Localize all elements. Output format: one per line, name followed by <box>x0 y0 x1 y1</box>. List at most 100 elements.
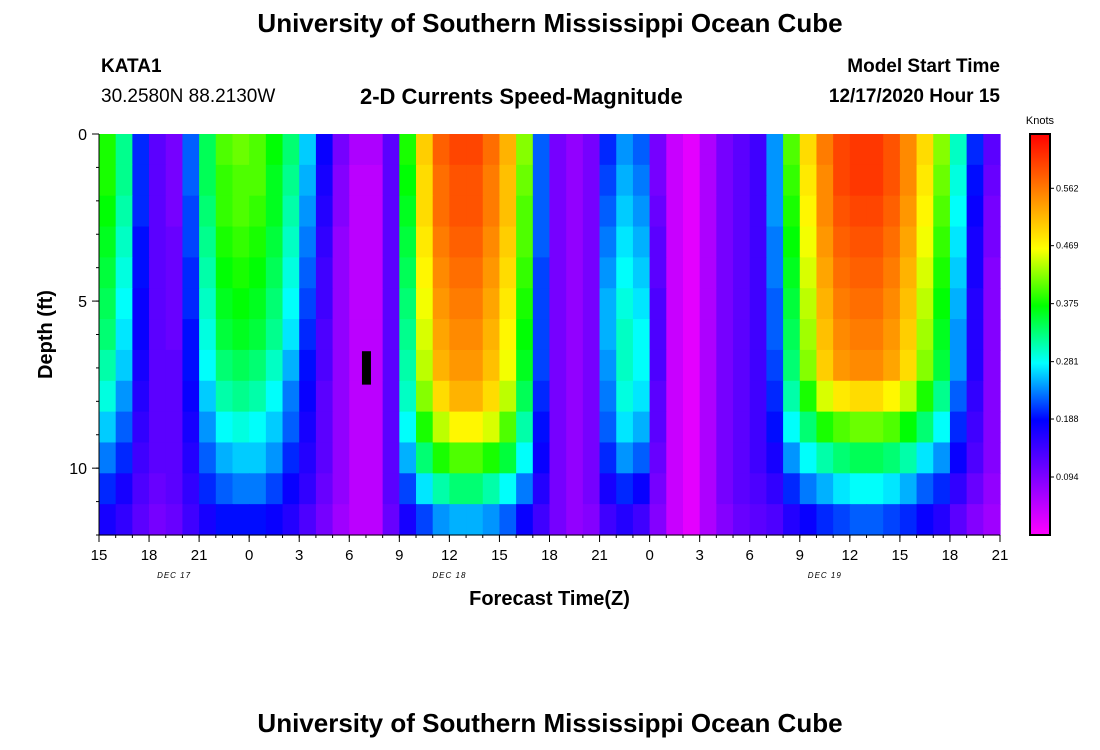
heatmap-cell <box>733 226 751 258</box>
heatmap-cell <box>265 134 284 166</box>
heatmap-cell <box>466 288 484 320</box>
heatmap-cell <box>949 442 968 474</box>
heatmap-cell <box>849 319 868 351</box>
heatmap-cell <box>299 442 317 474</box>
heatmap-cell <box>949 349 968 382</box>
heatmap-cell <box>399 349 417 382</box>
heatmap-cell <box>182 442 200 474</box>
heatmap-cell <box>332 319 350 351</box>
x-tick-label: 18 <box>942 547 959 564</box>
heatmap-cell <box>382 288 400 320</box>
heatmap-cell <box>149 226 167 258</box>
heatmap-cell <box>449 442 467 474</box>
heatmap-cell <box>766 134 784 166</box>
heatmap-cell <box>933 349 951 382</box>
heatmap-cell <box>983 288 1001 320</box>
heatmap-cell <box>416 288 434 320</box>
heatmap-cell <box>232 164 250 197</box>
heatmap-cell <box>466 319 484 351</box>
heatmap-cell <box>833 288 851 320</box>
heatmap-cell <box>616 288 634 320</box>
heatmap-cell <box>783 164 801 197</box>
heatmap-cell <box>866 288 884 320</box>
heatmap-cell <box>182 226 200 258</box>
heatmap-cell <box>616 504 634 536</box>
heatmap-cell <box>916 349 934 382</box>
heatmap-cell <box>766 319 784 351</box>
heatmap-cell <box>716 226 734 258</box>
heatmap-cell <box>265 411 284 444</box>
heatmap-cell <box>199 473 217 505</box>
heatmap-cell <box>699 226 717 258</box>
heatmap-cell <box>282 134 300 166</box>
heatmap-cell <box>516 504 534 536</box>
x-date-label: DEC 17 <box>157 571 191 580</box>
heatmap-cell <box>599 288 617 320</box>
heatmap-cell <box>149 380 167 413</box>
heatmap-cell <box>899 349 918 382</box>
heatmap-cell <box>282 319 300 351</box>
heatmap-cell <box>332 257 350 289</box>
heatmap-cell <box>232 226 250 258</box>
heatmap-cell <box>382 380 400 413</box>
heatmap-cell <box>315 134 334 166</box>
heatmap-cell <box>799 257 818 289</box>
heatmap-cell <box>532 380 551 413</box>
heatmap-cell <box>883 380 901 413</box>
heatmap-cell <box>215 319 234 351</box>
heatmap-cell <box>532 349 551 382</box>
station-id: KATA1 <box>101 56 162 77</box>
heatmap-cell <box>132 411 150 444</box>
heatmap-cell <box>749 226 768 258</box>
heatmap-cell <box>833 195 851 228</box>
heatmap-cell <box>532 134 551 166</box>
heatmap-cell <box>349 411 367 444</box>
heatmap-cell <box>883 411 901 444</box>
x-tick-label: 21 <box>992 547 1009 564</box>
heatmap-cell <box>933 319 951 351</box>
heatmap-cell <box>249 349 267 382</box>
heatmap-cell <box>632 288 651 320</box>
heatmap-cell <box>649 319 667 351</box>
heatmap-cell <box>532 504 551 536</box>
heatmap-cell <box>833 319 851 351</box>
heatmap-cell <box>432 442 450 474</box>
heatmap-cell <box>699 473 717 505</box>
heatmap-cell <box>399 288 417 320</box>
heatmap-cell <box>365 473 384 505</box>
heatmap-cell <box>883 319 901 351</box>
heatmap-cell <box>616 164 634 197</box>
heatmap-cell <box>699 164 717 197</box>
heatmap-cell <box>332 442 350 474</box>
heatmap-cell <box>566 134 584 166</box>
heatmap-cell <box>149 134 167 166</box>
heatmap-cell <box>165 504 184 536</box>
heatmap-cell <box>215 473 234 505</box>
heatmap-cell <box>132 380 150 413</box>
heatmap-cell <box>899 442 918 474</box>
heatmap-cell <box>499 411 517 444</box>
heatmap-cell <box>299 411 317 444</box>
heatmap-cell <box>733 288 751 320</box>
heatmap-cell <box>132 164 150 197</box>
heatmap-cell <box>983 442 1001 474</box>
heatmap-cell <box>299 288 317 320</box>
heatmap-cell <box>682 195 701 228</box>
heatmap-cell <box>833 226 851 258</box>
heatmap-cell <box>699 195 717 228</box>
heatmap-cell <box>666 195 684 228</box>
heatmap-cell <box>482 164 501 197</box>
heatmap-cell <box>983 319 1001 351</box>
heatmap-cell <box>499 349 517 382</box>
heatmap-cell <box>682 257 701 289</box>
heatmap-cell <box>566 164 584 197</box>
heatmap-cell <box>499 288 517 320</box>
heatmap-cell <box>99 319 117 351</box>
x-tick-label: 6 <box>746 547 754 564</box>
heatmap-cell <box>132 288 150 320</box>
colorbar-tick-label: 0.094 <box>1056 472 1079 482</box>
heatmap-cell <box>649 473 667 505</box>
heatmap-cell <box>215 504 234 536</box>
heatmap-cell <box>482 442 501 474</box>
heatmap-cell <box>682 473 701 505</box>
